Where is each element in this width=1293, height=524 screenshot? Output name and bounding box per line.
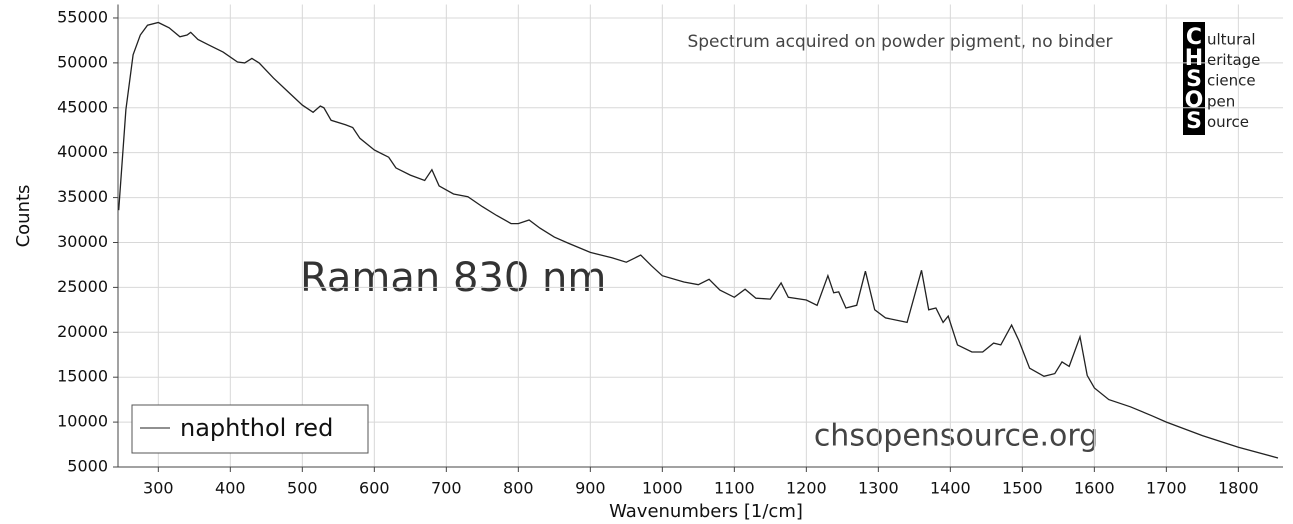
y-tick-label: 55000 [57, 7, 108, 26]
x-tick-label: 300 [143, 479, 174, 498]
logo-word: ource [1207, 113, 1249, 131]
y-tick-label: 10000 [57, 412, 108, 431]
y-axis-label: Counts [13, 185, 34, 248]
logo-letter: O [1185, 88, 1204, 113]
x-tick-label: 1600 [1074, 479, 1115, 498]
y-tick-label: 25000 [57, 277, 108, 296]
x-tick-label: 1200 [786, 479, 827, 498]
x-tick-label: 1800 [1218, 479, 1259, 498]
legend-box [131, 404, 369, 454]
logo-bar [1183, 22, 1205, 135]
data-line [118, 21, 1279, 459]
y-tick-label: 40000 [57, 142, 108, 161]
x-tick-label: 600 [359, 479, 390, 498]
x-tick-label: 1300 [858, 479, 899, 498]
logo-word: ultural [1207, 31, 1256, 49]
logo-word: cience [1207, 72, 1256, 90]
x-tick-label: 700 [431, 479, 462, 498]
y-tick-label: 5000 [67, 457, 108, 476]
x-tick-label: 1400 [930, 479, 971, 498]
logo-letter: S [1186, 109, 1202, 134]
logo-word: eritage [1207, 51, 1260, 69]
x-tick-label: 800 [503, 479, 534, 498]
x-axis-label: Wavenumbers [1/cm] [609, 501, 803, 522]
logo-word: pen [1207, 92, 1235, 110]
y-tick-label: 45000 [57, 97, 108, 116]
logo-letter: S [1186, 67, 1202, 92]
logo-letter: C [1186, 25, 1202, 50]
legend-label: naphthol red [180, 414, 333, 442]
x-tick-label: 900 [575, 479, 606, 498]
y-tick-label: 35000 [57, 187, 108, 206]
logo-letter: H [1185, 46, 1203, 71]
x-tick-label: 1000 [642, 479, 683, 498]
annotation: Spectrum acquired on powder pigment, no … [687, 32, 1112, 52]
x-tick-label: 1700 [1146, 479, 1187, 498]
x-tick-label: 400 [215, 479, 246, 498]
x-tick-label: 500 [287, 479, 318, 498]
x-tick-label: 1500 [1002, 479, 1043, 498]
watermark: Raman 830 nm [300, 255, 606, 301]
y-tick-label: 15000 [57, 367, 108, 386]
y-tick-label: 50000 [57, 52, 108, 71]
y-tick-label: 20000 [57, 322, 108, 341]
x-tick-label: 1100 [714, 479, 755, 498]
website: chsopensource.org [814, 419, 1098, 454]
y-tick-label: 30000 [57, 232, 108, 251]
